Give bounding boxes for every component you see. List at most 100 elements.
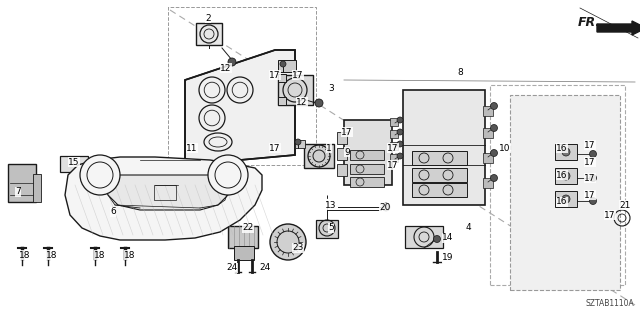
Circle shape bbox=[433, 236, 440, 243]
Text: 17: 17 bbox=[341, 127, 353, 137]
Bar bbox=[350, 177, 384, 187]
Circle shape bbox=[490, 102, 497, 109]
Text: 22: 22 bbox=[243, 223, 253, 233]
Bar bbox=[278, 74, 286, 82]
Text: SZTAB1110A: SZTAB1110A bbox=[585, 299, 634, 308]
Bar bbox=[412, 183, 467, 197]
Text: 14: 14 bbox=[442, 234, 454, 243]
Bar bbox=[412, 168, 467, 182]
Text: 5: 5 bbox=[328, 223, 334, 233]
Text: 17: 17 bbox=[387, 161, 399, 170]
Bar bbox=[412, 151, 467, 165]
Bar bbox=[304, 144, 334, 168]
Bar bbox=[337, 164, 347, 176]
Bar bbox=[90, 185, 125, 215]
Polygon shape bbox=[65, 157, 262, 240]
Circle shape bbox=[562, 195, 570, 203]
FancyArrow shape bbox=[597, 21, 640, 35]
Text: 12: 12 bbox=[220, 63, 232, 73]
Text: 13: 13 bbox=[325, 201, 337, 210]
Bar bbox=[390, 130, 398, 138]
Circle shape bbox=[490, 149, 497, 156]
Text: 19: 19 bbox=[442, 253, 454, 262]
Circle shape bbox=[397, 153, 403, 159]
Bar bbox=[390, 154, 398, 162]
Text: 16: 16 bbox=[556, 197, 568, 206]
Bar bbox=[403, 90, 485, 205]
Text: 24: 24 bbox=[259, 263, 271, 273]
Bar bbox=[510, 95, 620, 290]
Text: 20: 20 bbox=[380, 204, 390, 212]
Polygon shape bbox=[100, 175, 235, 210]
Text: 17: 17 bbox=[269, 70, 281, 79]
Bar bbox=[483, 178, 493, 188]
Text: 10: 10 bbox=[499, 143, 511, 153]
Bar bbox=[390, 118, 398, 126]
Circle shape bbox=[490, 174, 497, 181]
Text: 2: 2 bbox=[205, 13, 211, 22]
Text: 17: 17 bbox=[604, 211, 616, 220]
Bar bbox=[405, 226, 443, 248]
Bar bbox=[483, 153, 493, 163]
Text: 16: 16 bbox=[556, 171, 568, 180]
Circle shape bbox=[562, 172, 570, 180]
Bar bbox=[33, 174, 41, 202]
Bar bbox=[555, 168, 577, 184]
Text: 17: 17 bbox=[584, 190, 596, 199]
Bar bbox=[278, 75, 313, 105]
Circle shape bbox=[397, 129, 403, 135]
Bar bbox=[555, 191, 577, 207]
Text: 12: 12 bbox=[296, 98, 308, 107]
Bar bbox=[278, 60, 296, 72]
Circle shape bbox=[137, 202, 143, 208]
Text: 1: 1 bbox=[326, 143, 332, 153]
Circle shape bbox=[382, 203, 390, 211]
Polygon shape bbox=[185, 50, 295, 165]
Bar bbox=[390, 142, 398, 150]
Circle shape bbox=[80, 155, 120, 195]
Bar bbox=[168, 7, 316, 165]
Bar bbox=[8, 164, 36, 202]
Text: 18: 18 bbox=[46, 251, 58, 260]
Text: FR.: FR. bbox=[578, 15, 601, 28]
Circle shape bbox=[589, 197, 596, 204]
Text: 9: 9 bbox=[344, 148, 350, 156]
Circle shape bbox=[280, 61, 286, 67]
Bar bbox=[234, 246, 254, 260]
Circle shape bbox=[228, 58, 236, 66]
Circle shape bbox=[397, 117, 403, 123]
Circle shape bbox=[270, 224, 306, 260]
Bar bbox=[344, 120, 392, 185]
Text: 16: 16 bbox=[556, 143, 568, 153]
Text: 4: 4 bbox=[465, 223, 471, 233]
Text: 11: 11 bbox=[186, 143, 198, 153]
Bar bbox=[337, 148, 347, 160]
Bar bbox=[483, 128, 493, 138]
Text: 6: 6 bbox=[110, 207, 116, 217]
Bar bbox=[154, 185, 176, 200]
Bar bbox=[122, 190, 130, 212]
Circle shape bbox=[562, 148, 570, 156]
Bar bbox=[278, 97, 286, 105]
Text: 3: 3 bbox=[328, 84, 334, 92]
Bar bbox=[295, 140, 305, 148]
Text: 21: 21 bbox=[620, 201, 630, 210]
Text: 8: 8 bbox=[457, 68, 463, 76]
Bar bbox=[196, 23, 222, 45]
Bar bbox=[490, 85, 625, 285]
Circle shape bbox=[208, 155, 248, 195]
Circle shape bbox=[397, 141, 403, 147]
Text: 18: 18 bbox=[124, 251, 136, 260]
Circle shape bbox=[295, 139, 301, 145]
Circle shape bbox=[490, 124, 497, 132]
Bar bbox=[316, 220, 338, 238]
Text: 18: 18 bbox=[94, 251, 106, 260]
Text: 18: 18 bbox=[19, 251, 31, 260]
Text: 17: 17 bbox=[584, 157, 596, 166]
Text: 7: 7 bbox=[15, 188, 21, 196]
Bar bbox=[555, 144, 577, 160]
Text: 23: 23 bbox=[292, 244, 304, 252]
Bar bbox=[350, 150, 384, 160]
Circle shape bbox=[315, 99, 323, 107]
Bar bbox=[228, 226, 258, 248]
